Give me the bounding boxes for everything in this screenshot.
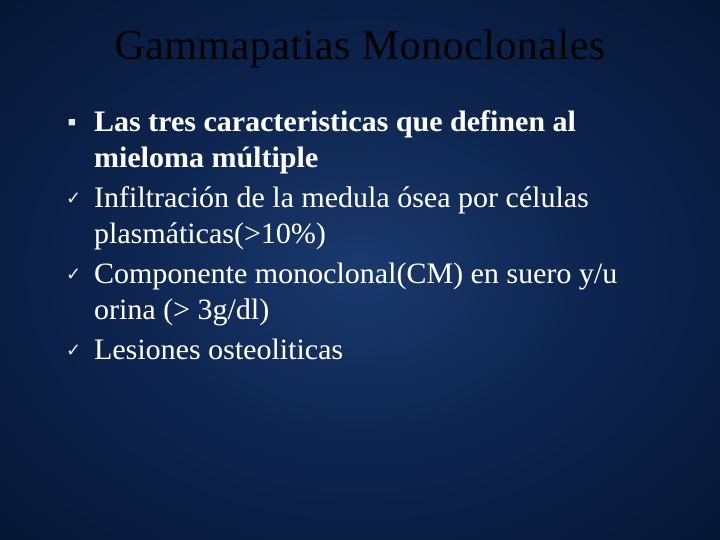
check-icon: ✓: [66, 256, 94, 292]
list-item-text: Lesiones osteoliticas: [94, 332, 343, 368]
list-item-text: Infiltración de la medula ósea por célul…: [94, 180, 672, 252]
list-item-text: Las tres caracteristicas que definen al …: [94, 104, 672, 176]
list-item: ✓ Componente monoclonal(CM) en suero y/u…: [66, 256, 672, 328]
check-icon: ✓: [66, 332, 94, 368]
list-item: ✓ Infiltración de la medula ósea por cél…: [66, 180, 672, 252]
check-icon: ✓: [66, 180, 94, 216]
slide-title: Gammapatias Monoclonales: [48, 22, 672, 70]
list-item-text: Componente monoclonal(CM) en suero y/u o…: [94, 256, 672, 328]
square-bullet-icon: ■: [66, 104, 94, 140]
slide-content: ■ Las tres caracteristicas que definen a…: [48, 104, 672, 368]
list-item: ✓ Lesiones osteoliticas: [66, 332, 672, 368]
list-item: ■ Las tres caracteristicas que definen a…: [66, 104, 672, 176]
slide: Gammapatias Monoclonales ■ Las tres cara…: [0, 0, 720, 540]
